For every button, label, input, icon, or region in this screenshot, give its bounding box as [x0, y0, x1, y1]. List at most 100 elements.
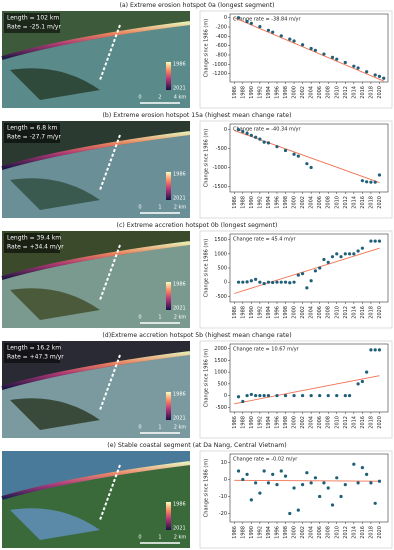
data-point — [356, 481, 360, 485]
colorbar-label: 2021 — [173, 526, 186, 532]
data-point — [283, 280, 288, 284]
data-point — [330, 503, 335, 507]
x-tick-label: 1996 — [274, 526, 280, 539]
trend-line — [234, 375, 380, 405]
data-point — [266, 393, 271, 398]
scale-label: 1 — [158, 205, 161, 211]
x-tick-label: 2020 — [377, 196, 383, 209]
data-point — [275, 393, 279, 398]
x-tick-label: 1992 — [257, 526, 263, 539]
label-box — [4, 233, 60, 253]
data-point — [377, 239, 382, 243]
data-point — [373, 239, 377, 243]
x-tick-label: 1992 — [257, 86, 263, 99]
x-tick-label: 1988 — [240, 526, 246, 539]
x-tick-label: 2018 — [368, 196, 374, 209]
data-point — [249, 498, 253, 502]
satellite-image: Length = 39.4 km Rate = +34.4 m/yr 1986 202… — [1, 231, 191, 328]
x-tick-label: 2018 — [368, 306, 374, 319]
colorbar — [166, 62, 171, 90]
data-point — [292, 393, 296, 398]
data-point — [296, 154, 300, 158]
data-point — [245, 280, 249, 284]
x-tick-label: 1996 — [274, 306, 280, 319]
rate-label: Rate = -25.1 m/yr — [7, 24, 61, 31]
data-point — [241, 129, 245, 134]
annotation: Change rate = -40.34 m/yr — [233, 127, 301, 133]
plot-area — [229, 453, 389, 523]
x-tick-label: 2008 — [326, 196, 332, 209]
data-point — [271, 30, 275, 34]
x-tick-label: 1994 — [266, 526, 272, 539]
label-box — [4, 13, 60, 33]
x-tick-label: 2008 — [326, 86, 332, 99]
y-tick-label: 0 — [224, 280, 227, 286]
data-point — [283, 393, 288, 398]
x-tick-label: 2002 — [300, 306, 306, 319]
data-point — [318, 266, 322, 270]
data-point — [322, 257, 326, 262]
data-point — [249, 21, 253, 25]
data-point — [318, 494, 322, 499]
x-tick-label: 2002 — [300, 86, 306, 99]
data-point — [241, 477, 245, 482]
x-tick-label: 1998 — [283, 86, 289, 99]
y-tick-label: -600 — [216, 43, 227, 49]
y-tick-label: -1200 — [212, 71, 227, 77]
data-point — [300, 483, 305, 487]
x-tick-label: 1986 — [232, 196, 238, 209]
satellite-image: Length = 102 km Rate = -25.1 m/yr 1986 2021… — [1, 11, 191, 108]
data-point — [330, 55, 335, 59]
y-tick-label: 0 — [224, 15, 227, 21]
panel-title: (d)Extreme accretion hotspot 5b (highest… — [102, 332, 291, 339]
x-tick-label: 2008 — [326, 416, 332, 429]
x-tick-label: 1998 — [283, 306, 289, 319]
x-tick-label: 2012 — [343, 526, 349, 539]
length-label: Length = 39.4 km — [7, 235, 61, 242]
scale-label: 0 — [138, 205, 141, 211]
y-tick-label: -500 — [216, 405, 227, 411]
y-tick-label: -500 — [216, 294, 227, 300]
x-tick-label: 2018 — [368, 86, 374, 99]
x-tick-label: 2006 — [317, 86, 323, 99]
scale-label: 4 km — [174, 95, 187, 101]
y-tick-label: 1500 — [214, 358, 227, 364]
data-point — [288, 511, 292, 516]
data-point — [360, 179, 364, 183]
x-tick-label: 2020 — [377, 526, 383, 539]
x-tick-label: 2010 — [334, 416, 340, 429]
data-point — [236, 280, 241, 284]
x-tick-label: 2008 — [326, 306, 332, 319]
scale-label: 2 km — [174, 425, 187, 431]
x-tick-label: 2004 — [309, 86, 315, 99]
y-tick-label: -1000 — [212, 165, 227, 171]
data-point — [258, 491, 262, 495]
annotation: Change rate = -0.02 m/yr — [233, 457, 298, 463]
x-tick-label: 1998 — [283, 416, 289, 429]
x-tick-label: 1986 — [232, 526, 238, 539]
y-tick-label: 2000 — [214, 346, 227, 352]
data-point — [266, 280, 271, 284]
data-point — [373, 348, 377, 352]
y-tick-label: 1000 — [214, 251, 227, 257]
x-tick-label: 2018 — [368, 526, 374, 539]
data-point — [283, 148, 288, 153]
data-point — [343, 393, 347, 398]
x-tick-label: 2004 — [309, 306, 315, 319]
x-tick-label: 1994 — [266, 86, 272, 99]
data-point — [365, 180, 369, 184]
y-tick-label: -1000 — [212, 62, 227, 68]
y-tick-label: 1000 — [214, 370, 227, 376]
data-point — [236, 16, 241, 20]
x-tick-label: 2012 — [343, 196, 349, 209]
x-tick-label: 1996 — [274, 86, 280, 99]
plot-area — [229, 343, 389, 413]
data-point — [245, 19, 249, 24]
panel-title: (b) Extreme erosion hotspot 15a (highest… — [102, 112, 291, 119]
data-point — [326, 486, 330, 490]
data-point — [258, 393, 262, 398]
colorbar-label: 1986 — [173, 282, 186, 288]
data-point — [262, 281, 266, 286]
colorbar-label: 1986 — [173, 502, 186, 508]
data-point — [309, 393, 313, 398]
